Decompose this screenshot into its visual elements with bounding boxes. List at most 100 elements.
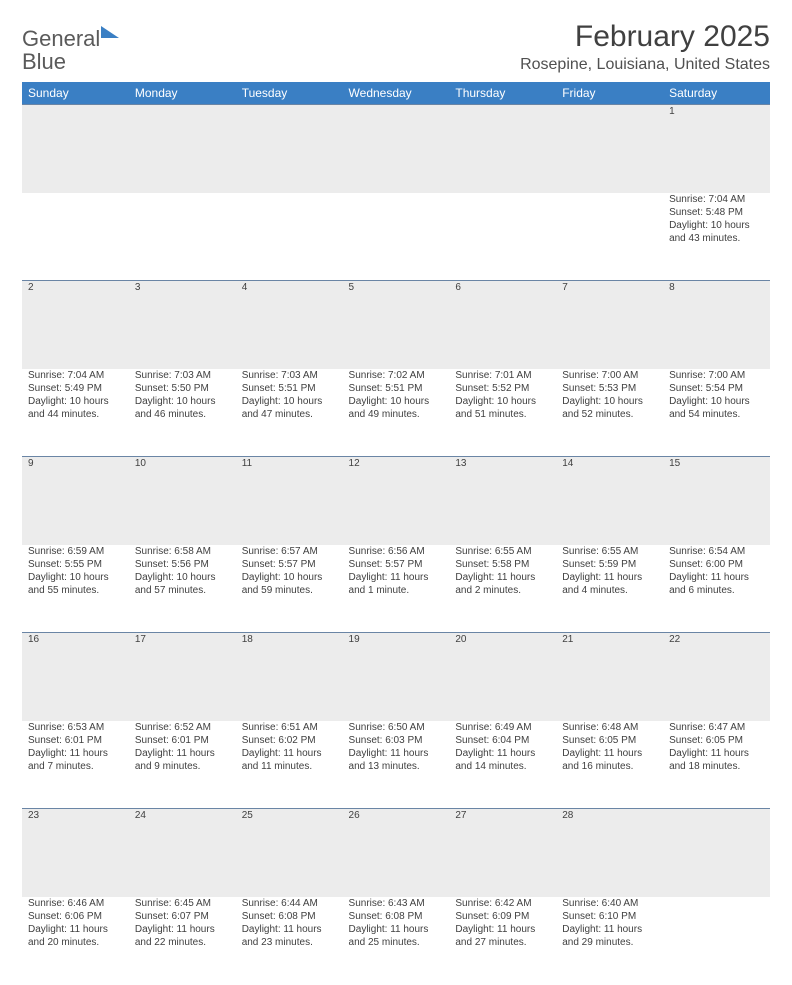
- sunset-text: Sunset: 5:48 PM: [669, 206, 764, 219]
- daylight1-text: Daylight: 11 hours: [669, 747, 764, 760]
- sunrise-text: Sunrise: 6:50 AM: [349, 721, 444, 734]
- day-cell: Sunrise: 7:04 AMSunset: 5:48 PMDaylight:…: [663, 193, 770, 281]
- week-row: Sunrise: 6:53 AMSunset: 6:01 PMDaylight:…: [22, 721, 770, 809]
- daylight2-text: and 25 minutes.: [349, 936, 444, 949]
- week-row: Sunrise: 7:04 AMSunset: 5:49 PMDaylight:…: [22, 369, 770, 457]
- day-cell: Sunrise: 6:59 AMSunset: 5:55 PMDaylight:…: [22, 545, 129, 633]
- sunset-text: Sunset: 5:52 PM: [455, 382, 550, 395]
- sunrise-text: Sunrise: 6:56 AM: [349, 545, 444, 558]
- day-number: 17: [129, 633, 236, 721]
- logo-triangle-icon: [101, 26, 119, 38]
- day-number: 4: [236, 281, 343, 369]
- daylight1-text: Daylight: 10 hours: [455, 395, 550, 408]
- calendar-table: Sunday Monday Tuesday Wednesday Thursday…: [22, 82, 770, 985]
- sunset-text: Sunset: 6:05 PM: [669, 734, 764, 747]
- daylight2-text: and 1 minute.: [349, 584, 444, 597]
- day-cell: [449, 193, 556, 281]
- sunset-text: Sunset: 5:57 PM: [349, 558, 444, 571]
- day-cell: [343, 193, 450, 281]
- weekday-header: Monday: [129, 82, 236, 105]
- daylight2-text: and 20 minutes.: [28, 936, 123, 949]
- daylight2-text: and 49 minutes.: [349, 408, 444, 421]
- sunrise-text: Sunrise: 7:02 AM: [349, 369, 444, 382]
- daylight2-text: and 9 minutes.: [135, 760, 230, 773]
- day-number: 2: [22, 281, 129, 369]
- daylight2-text: and 47 minutes.: [242, 408, 337, 421]
- sunset-text: Sunset: 6:08 PM: [349, 910, 444, 923]
- day-number: 7: [556, 281, 663, 369]
- day-number: 24: [129, 809, 236, 897]
- daylight1-text: Daylight: 11 hours: [455, 571, 550, 584]
- weekday-header-row: Sunday Monday Tuesday Wednesday Thursday…: [22, 82, 770, 105]
- day-cell: Sunrise: 6:57 AMSunset: 5:57 PMDaylight:…: [236, 545, 343, 633]
- sunrise-text: Sunrise: 7:04 AM: [28, 369, 123, 382]
- sunset-text: Sunset: 6:09 PM: [455, 910, 550, 923]
- sunset-text: Sunset: 5:59 PM: [562, 558, 657, 571]
- logo-word1: General: [22, 26, 100, 51]
- day-number: 11: [236, 457, 343, 545]
- daylight1-text: Daylight: 11 hours: [455, 923, 550, 936]
- day-number: [129, 105, 236, 193]
- daylight1-text: Daylight: 11 hours: [562, 571, 657, 584]
- sunset-text: Sunset: 6:01 PM: [28, 734, 123, 747]
- logo-word2: Blue: [22, 49, 66, 74]
- daylight2-text: and 6 minutes.: [669, 584, 764, 597]
- daylight1-text: Daylight: 11 hours: [135, 747, 230, 760]
- daylight1-text: Daylight: 10 hours: [28, 571, 123, 584]
- daylight1-text: Daylight: 11 hours: [135, 923, 230, 936]
- daylight1-text: Daylight: 11 hours: [349, 747, 444, 760]
- day-cell: Sunrise: 7:00 AMSunset: 5:53 PMDaylight:…: [556, 369, 663, 457]
- sunrise-text: Sunrise: 6:52 AM: [135, 721, 230, 734]
- daylight1-text: Daylight: 10 hours: [349, 395, 444, 408]
- day-number: 28: [556, 809, 663, 897]
- day-cell: Sunrise: 6:42 AMSunset: 6:09 PMDaylight:…: [449, 897, 556, 985]
- location-label: Rosepine, Louisiana, United States: [520, 56, 770, 74]
- daylight1-text: Daylight: 11 hours: [349, 571, 444, 584]
- daylight1-text: Daylight: 11 hours: [28, 923, 123, 936]
- day-cell: Sunrise: 7:03 AMSunset: 5:51 PMDaylight:…: [236, 369, 343, 457]
- day-number: 23: [22, 809, 129, 897]
- sunrise-text: Sunrise: 7:04 AM: [669, 193, 764, 206]
- day-cell: Sunrise: 6:49 AMSunset: 6:04 PMDaylight:…: [449, 721, 556, 809]
- title-block: February 2025 Rosepine, Louisiana, Unite…: [520, 20, 770, 74]
- sunrise-text: Sunrise: 7:03 AM: [135, 369, 230, 382]
- day-number: 18: [236, 633, 343, 721]
- day-number: 19: [343, 633, 450, 721]
- week-row: Sunrise: 6:46 AMSunset: 6:06 PMDaylight:…: [22, 897, 770, 985]
- daylight2-text: and 23 minutes.: [242, 936, 337, 949]
- sunrise-text: Sunrise: 6:48 AM: [562, 721, 657, 734]
- day-cell: Sunrise: 6:53 AMSunset: 6:01 PMDaylight:…: [22, 721, 129, 809]
- day-cell: Sunrise: 6:50 AMSunset: 6:03 PMDaylight:…: [343, 721, 450, 809]
- sunrise-text: Sunrise: 6:44 AM: [242, 897, 337, 910]
- day-number: 3: [129, 281, 236, 369]
- sunset-text: Sunset: 6:03 PM: [349, 734, 444, 747]
- day-cell: Sunrise: 6:46 AMSunset: 6:06 PMDaylight:…: [22, 897, 129, 985]
- day-number: 12: [343, 457, 450, 545]
- day-number: [236, 105, 343, 193]
- day-cell: Sunrise: 6:45 AMSunset: 6:07 PMDaylight:…: [129, 897, 236, 985]
- day-number: [663, 809, 770, 897]
- day-cell: Sunrise: 6:43 AMSunset: 6:08 PMDaylight:…: [343, 897, 450, 985]
- day-cell: Sunrise: 6:58 AMSunset: 5:56 PMDaylight:…: [129, 545, 236, 633]
- sunrise-text: Sunrise: 6:49 AM: [455, 721, 550, 734]
- day-number: 1: [663, 105, 770, 193]
- daylight2-text: and 27 minutes.: [455, 936, 550, 949]
- daylight1-text: Daylight: 11 hours: [562, 747, 657, 760]
- day-cell: Sunrise: 6:47 AMSunset: 6:05 PMDaylight:…: [663, 721, 770, 809]
- daylight1-text: Daylight: 11 hours: [669, 571, 764, 584]
- page-header: General Blue February 2025 Rosepine, Lou…: [22, 20, 770, 74]
- sunrise-text: Sunrise: 6:40 AM: [562, 897, 657, 910]
- daynum-row: 1: [22, 105, 770, 193]
- sunset-text: Sunset: 6:01 PM: [135, 734, 230, 747]
- daynum-row: 16171819202122: [22, 633, 770, 721]
- daylight1-text: Daylight: 10 hours: [242, 571, 337, 584]
- day-number: 6: [449, 281, 556, 369]
- day-cell: Sunrise: 6:55 AMSunset: 5:59 PMDaylight:…: [556, 545, 663, 633]
- sunset-text: Sunset: 6:04 PM: [455, 734, 550, 747]
- sunset-text: Sunset: 6:06 PM: [28, 910, 123, 923]
- daylight2-text: and 11 minutes.: [242, 760, 337, 773]
- daylight2-text: and 14 minutes.: [455, 760, 550, 773]
- daylight1-text: Daylight: 10 hours: [135, 571, 230, 584]
- sunrise-text: Sunrise: 6:46 AM: [28, 897, 123, 910]
- day-number: 26: [343, 809, 450, 897]
